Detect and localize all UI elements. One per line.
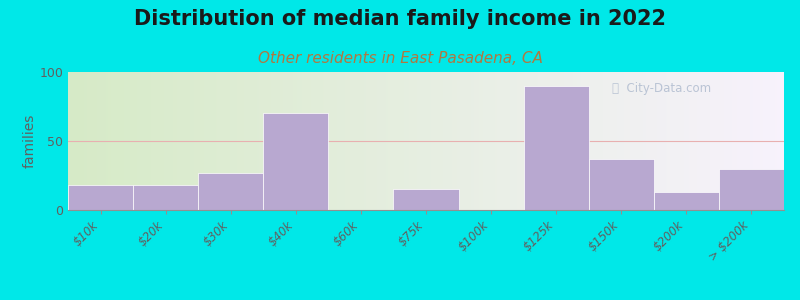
Text: ⓘ  City-Data.com: ⓘ City-Data.com [612,82,711,95]
Bar [589,159,654,210]
Bar [719,169,784,210]
Bar [263,113,328,210]
Text: Distribution of median family income in 2022: Distribution of median family income in … [134,9,666,29]
Y-axis label: families: families [22,114,37,168]
Bar [198,173,263,210]
Bar [654,192,719,210]
Bar [524,86,589,210]
Bar [394,189,458,210]
Text: Other residents in East Pasadena, CA: Other residents in East Pasadena, CA [258,51,542,66]
Bar [133,185,198,210]
Bar [68,185,133,210]
